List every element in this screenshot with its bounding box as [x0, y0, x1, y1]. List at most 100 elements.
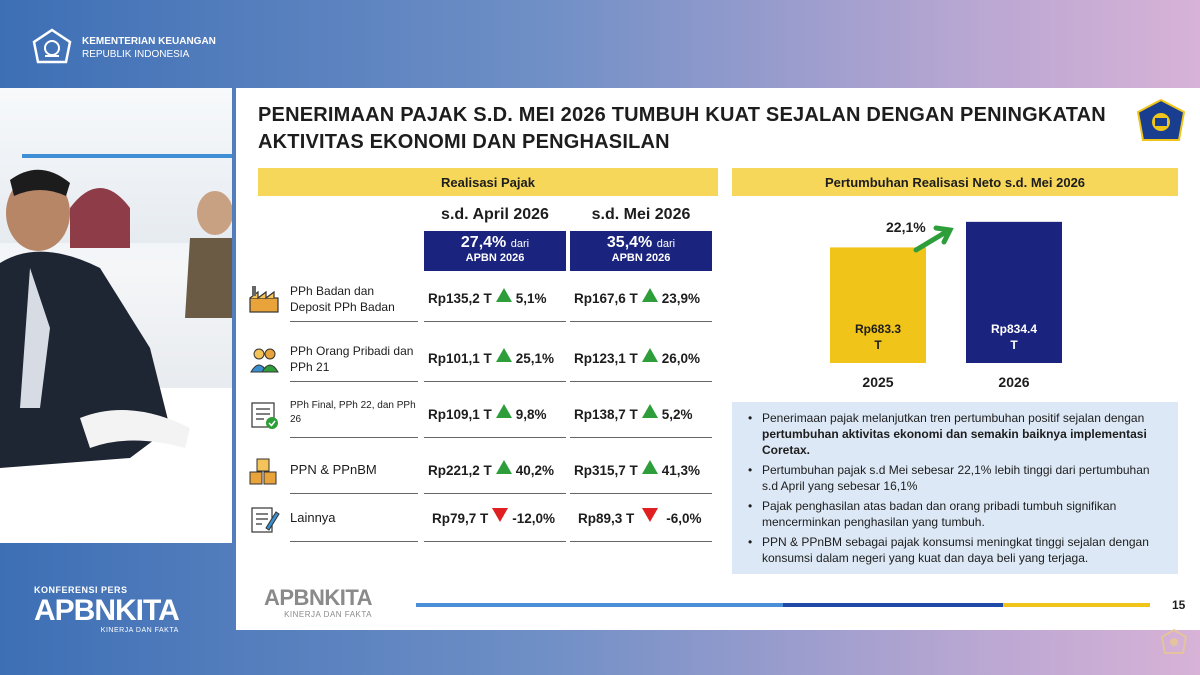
april-divider [424, 321, 566, 322]
category-label: 2026 [998, 374, 1029, 390]
row-label: PPh Orang Pribadi dan PPh 21 [290, 344, 414, 374]
up-arrow-icon [495, 348, 512, 362]
table-row: PPh Badan dan Deposit PPh Badan Rp135,2 … [248, 278, 718, 322]
april-value: Rp135,2 T [428, 291, 492, 306]
mei-growth: 23,9% [661, 291, 701, 306]
row-label: PPh Badan dan Deposit PPh Badan [290, 284, 395, 314]
mei-value-cell: Rp167,6 T 23,9% [574, 288, 700, 306]
note-item: Pajak penghasilan atas badan dan orang p… [742, 498, 1168, 530]
april-divider [424, 381, 566, 382]
mei-apbn-percent-box: 35,4% dari APBN 2026 [570, 231, 712, 271]
conference-kicker: KONFERENSI PERS [34, 585, 128, 595]
conference-tagline: KINERJA DAN FAKTA [100, 627, 179, 634]
row-divider [290, 493, 418, 494]
ministry-name: KEMENTERIAN KEUANGAN [82, 36, 216, 47]
april-apbn-percent-box: 27,4% dari APBN 2026 [424, 231, 566, 271]
document-check-icon [251, 402, 278, 429]
april-growth: 9,8% [515, 407, 547, 422]
mei-divider [570, 437, 712, 438]
bar-value-unit: T [874, 338, 882, 352]
mei-divider [570, 493, 712, 494]
note-item: Penerimaan pajak melanjutkan tren pertum… [742, 410, 1168, 458]
growth-bar-chart: Rp683.3 T 2025 Rp834.4 T 2026 [830, 221, 1062, 390]
slide-title: PENERIMAAN PAJAK S.D. MEI 2026 TUMBUH KU… [258, 102, 1118, 156]
april-value-cell: Rp221,2 T 40,2% [428, 460, 554, 478]
column-mei-heading: s.d. Mei 2026 [591, 206, 691, 223]
presentation-slide: PENERIMAAN PAJAK S.D. MEI 2026 TUMBUH KU… [236, 88, 1200, 630]
row-label: Lainnya [290, 510, 336, 525]
up-arrow-icon [495, 460, 512, 474]
up-arrow-icon [495, 404, 512, 418]
row-divider [290, 437, 418, 438]
april-value-cell: Rp109,1 T 9,8% [428, 404, 547, 422]
bar-value-unit: T [1010, 338, 1018, 352]
slide-title-line2: AKTIVITAS EKONOMI DAN PENGHASILAN [258, 131, 670, 153]
notes-box: Penerimaan pajak melanjutkan tren pertum… [732, 402, 1178, 574]
footer-brand: APBNKITA KINERJA DAN FAKTA [264, 585, 373, 620]
april-percent: 27,4% [460, 234, 507, 251]
mei-apbn-label: APBN 2026 [611, 252, 671, 264]
mei-percent: 35,4% [606, 234, 653, 251]
mei-value-cell: Rp138,7 T 5,2% [574, 404, 693, 422]
april-dari: dari [510, 238, 530, 250]
table-row: PPN & PPnBM Rp221,2 T 40,2% Rp315,7 T 41,3… [248, 450, 718, 494]
down-arrow-icon [492, 508, 509, 522]
clipboard-edit-icon [251, 507, 280, 533]
april-divider [424, 493, 566, 494]
bar-value-label: Rp683.3 [855, 322, 901, 336]
mei-divider [570, 321, 712, 322]
table-row: Lainnya Rp79,7 T -12,0% Rp89,3 T -6,0% [248, 498, 718, 542]
category-label: 2025 [862, 374, 893, 390]
up-arrow-icon [641, 404, 658, 418]
row-label: PPN & PPnBM [290, 462, 377, 477]
april-apbn-label: APBN 2026 [465, 252, 525, 264]
growth-chart-header: Pertumbuhan Realisasi Neto s.d. Mei 2026 [732, 168, 1178, 196]
factory-icon [249, 286, 279, 313]
table-row: PPh Orang Pribadi dan PPh 21 Rp101,1 T 25… [248, 338, 718, 382]
april-value-cell: Rp79,7 T -12,0% [432, 508, 555, 526]
mei-growth: -6,0% [666, 511, 702, 526]
conference-brand: APBNKITA [34, 594, 180, 627]
footer-tagline: KINERJA DAN FAKTA [284, 610, 373, 619]
mei-value-cell: Rp89,3 T -6,0% [578, 508, 702, 526]
mei-value: Rp123,1 T [574, 351, 638, 366]
mei-value: Rp167,6 T [574, 291, 638, 306]
row-divider [290, 381, 418, 382]
april-value: Rp221,2 T [428, 463, 492, 478]
bar-value-label: Rp834.4 [991, 322, 1037, 336]
conference-branding: KONFERENSI PERS APBNKITA KINERJA DAN FAK… [34, 585, 180, 634]
realisasi-pajak-header: Realisasi Pajak [258, 168, 718, 196]
bar-2025 [830, 247, 926, 363]
up-arrow-icon [641, 348, 658, 362]
up-arrow-icon [495, 288, 512, 302]
april-divider [424, 541, 566, 542]
up-arrow-icon [641, 288, 658, 302]
april-growth: -12,0% [512, 511, 556, 526]
mei-growth: 5,2% [661, 407, 693, 422]
note-bold-text: pertumbuhan aktivitas ekonomi dan semaki… [762, 427, 1147, 457]
april-growth: 5,1% [515, 291, 547, 306]
table-row: PPh Final, PPh 22, dan PPh 26 Rp109,1 T 9… [248, 394, 718, 438]
row-divider [290, 541, 418, 542]
april-divider [424, 437, 566, 438]
mei-value-cell: Rp123,1 T 26,0% [574, 348, 700, 366]
mei-value: Rp315,7 T [574, 463, 638, 478]
mei-growth: 26,0% [661, 351, 701, 366]
mei-divider [570, 541, 712, 542]
april-growth: 40,2% [515, 463, 555, 478]
growth-arrow-icon [913, 225, 954, 253]
footer-brand-name: APBNKITA [264, 585, 373, 610]
bar-2026 [966, 221, 1062, 363]
mei-value: Rp89,3 T [578, 511, 635, 526]
up-arrow-icon [641, 460, 658, 474]
ministry-crest-icon [1136, 98, 1186, 141]
note-text: PPN & PPnBM sebagai pajak konsumsi menin… [762, 535, 1149, 565]
speaker-video-feed [0, 88, 232, 543]
note-text: Pertumbuhan pajak s.d Mei sebesar 22,1% … [762, 463, 1150, 493]
ministry-country: REPUBLIK INDONESIA [82, 49, 190, 60]
mei-divider [570, 381, 712, 382]
row-label: PPh Final, PPh 22, dan PPh 26 [290, 400, 416, 425]
april-growth: 25,1% [515, 351, 555, 366]
note-item: PPN & PPnBM sebagai pajak konsumsi menin… [742, 534, 1168, 566]
ministry-header: KEMENTERIAN KEUANGAN REPUBLIK INDONESIA [30, 28, 216, 68]
